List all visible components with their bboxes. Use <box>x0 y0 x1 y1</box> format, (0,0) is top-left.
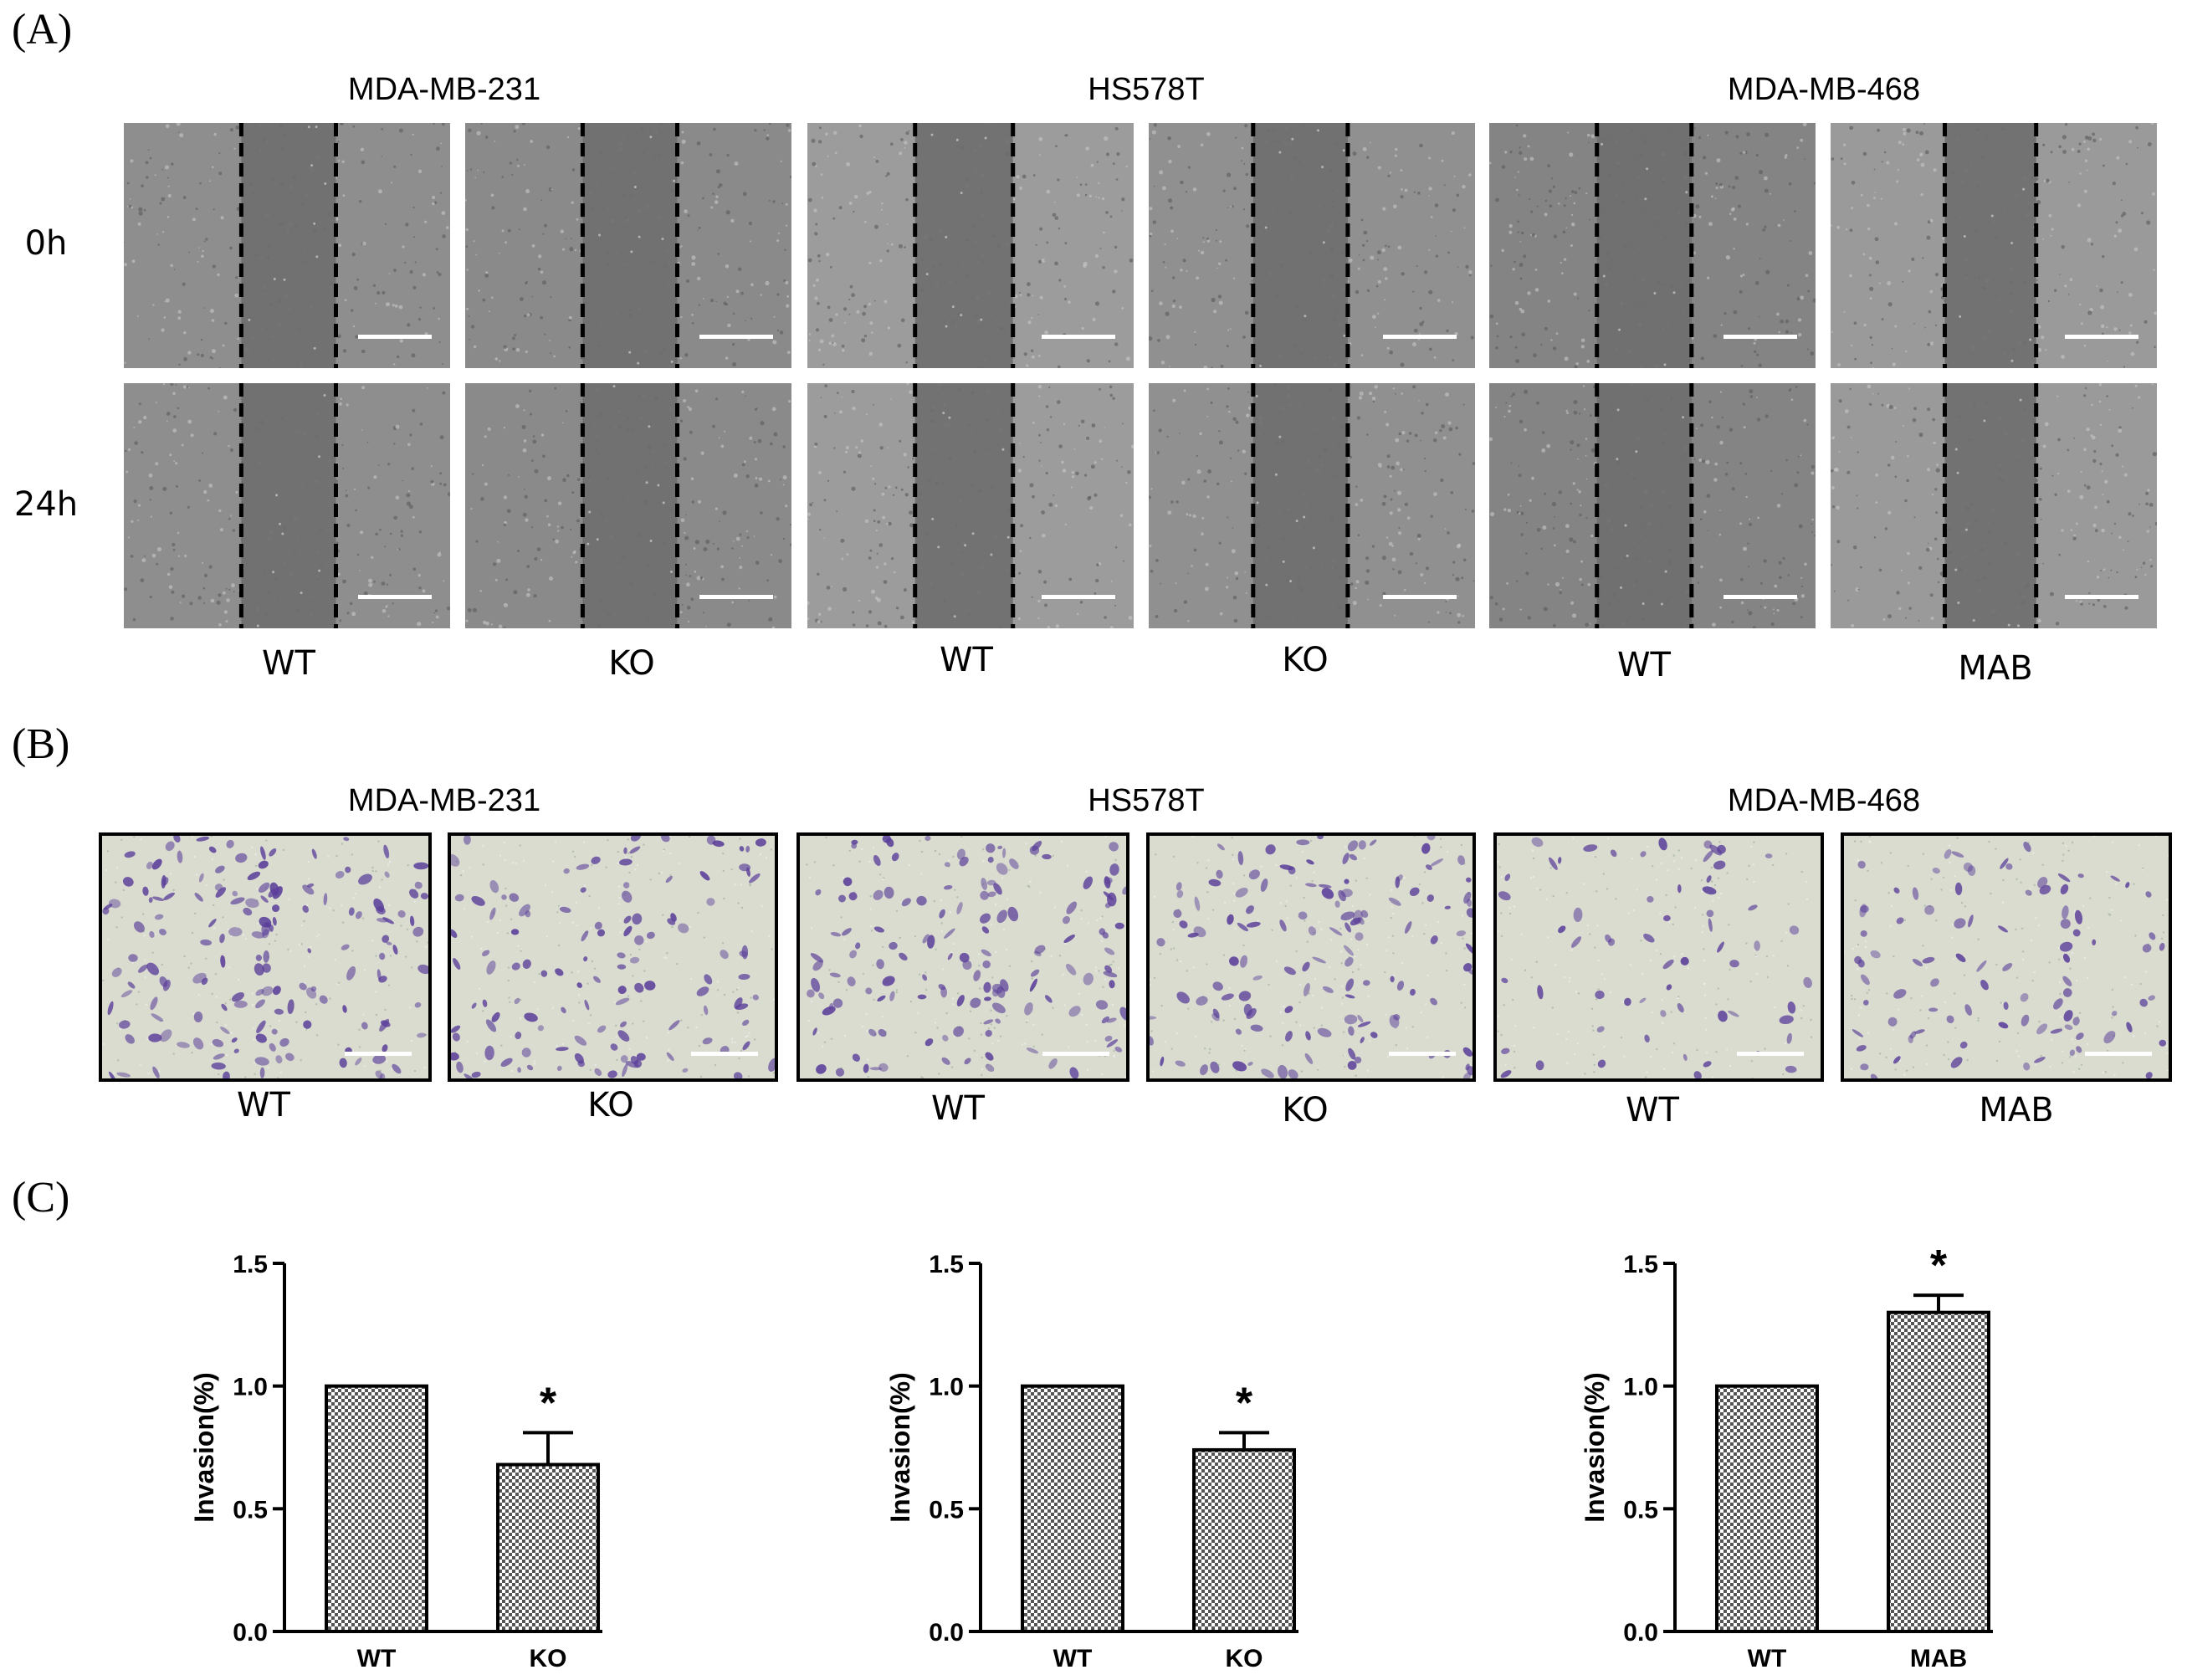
y-axis-label: Invasion(%) <box>885 1372 915 1523</box>
cell-line-mda-mb-231-b: MDA-MB-231 <box>347 783 541 818</box>
micrograph-svg <box>124 383 450 628</box>
micrograph-svg <box>807 383 1134 628</box>
condition-label-b-6: MAB <box>1979 1091 2054 1129</box>
y-tick-label: 1.5 <box>1623 1251 1658 1278</box>
bar-chart: 0.0 0.5 1.0 1.5 Invasion(%) WT * KO <box>885 1251 1298 1672</box>
micrograph-svg <box>465 123 791 368</box>
x-category-label: WT <box>1748 1645 1787 1672</box>
condition-label-a-5: WT <box>1617 646 1671 684</box>
y-tick-label: 0.5 <box>1623 1496 1658 1524</box>
y-tick-label: 1.0 <box>1623 1374 1658 1401</box>
micrograph-svg <box>1489 123 1816 368</box>
cell-line-mda-mb-231-a: MDA-MB-231 <box>347 72 541 107</box>
cell-line-hs578t-a: HS578T <box>1088 72 1205 107</box>
condition-label-a-3: WT <box>940 641 993 679</box>
invasion-micrograph <box>796 832 1129 1082</box>
micrograph-svg <box>124 123 450 368</box>
significance-marker: * <box>1236 1379 1253 1427</box>
bar <box>496 1462 600 1633</box>
bar <box>1192 1447 1296 1634</box>
scratch-micrograph <box>1489 123 1816 368</box>
condition-label-b-4: KO <box>1282 1091 1329 1129</box>
bar-chart: 0.0 0.5 1.0 1.5 Invasion(%) WT * KO <box>189 1251 602 1672</box>
cell-line-mda-mb-468-a: MDA-MB-468 <box>1727 72 1921 107</box>
condition-label-b-3: WT <box>931 1089 985 1128</box>
micrograph-svg <box>1149 123 1475 368</box>
y-axis-label: Invasion(%) <box>189 1372 219 1523</box>
scratch-micrograph <box>124 383 450 628</box>
bar-chart: 0.0 0.5 1.0 1.5 Invasion(%) WT * MAB <box>1580 1242 1993 1672</box>
scratch-micrograph <box>1149 123 1475 368</box>
timepoint-0h: 0h <box>24 224 68 263</box>
x-category-label: KO <box>1226 1645 1263 1672</box>
micrograph-svg <box>1150 836 1473 1078</box>
condition-label-a-2: KO <box>608 644 655 683</box>
panel-c-letter: (C) <box>12 1174 70 1222</box>
y-axis-label: Invasion(%) <box>1580 1372 1610 1523</box>
micrograph-svg <box>807 123 1134 368</box>
y-tick-label: 1.5 <box>233 1251 268 1278</box>
scratch-micrograph <box>1831 383 2157 628</box>
x-category-label: KO <box>530 1645 567 1672</box>
invasion-micrograph <box>1146 832 1476 1082</box>
micrograph-svg <box>1831 383 2157 628</box>
scratch-micrograph <box>1831 123 2157 368</box>
cell-line-mda-mb-468-b: MDA-MB-468 <box>1727 783 1921 818</box>
micrograph-svg <box>465 383 791 628</box>
y-tick-label: 0.0 <box>1623 1619 1658 1647</box>
micrograph-svg <box>1489 383 1816 628</box>
panel-a-letter: (A) <box>12 6 73 54</box>
scratch-micrograph <box>1149 383 1475 628</box>
micrograph-svg <box>1149 383 1475 628</box>
micrograph-svg <box>1831 123 2157 368</box>
micrograph-svg <box>1844 836 2169 1078</box>
invasion-micrograph <box>1841 832 2172 1082</box>
y-tick-label: 1.0 <box>929 1374 964 1401</box>
y-tick-label: 1.5 <box>929 1251 964 1278</box>
bar <box>325 1384 428 1633</box>
scratch-micrograph <box>807 383 1134 628</box>
bar <box>1715 1384 1819 1633</box>
x-category-label: MAB <box>1910 1645 1967 1672</box>
y-tick-label: 0.0 <box>929 1619 964 1647</box>
condition-label-a-1: WT <box>262 644 315 683</box>
y-tick-label: 0.5 <box>929 1496 964 1524</box>
condition-label-a-6: MAB <box>1958 649 2033 688</box>
condition-label-b-2: KO <box>587 1086 634 1124</box>
y-tick-label: 0.5 <box>233 1496 268 1524</box>
condition-label-b-1: WT <box>237 1086 290 1124</box>
cell-line-hs578t-b: HS578T <box>1088 783 1205 818</box>
invasion-micrograph <box>1493 832 1824 1082</box>
x-category-label: WT <box>357 1645 397 1672</box>
condition-label-a-4: KO <box>1282 641 1329 679</box>
bar <box>1021 1384 1124 1633</box>
scratch-micrograph <box>807 123 1134 368</box>
scratch-micrograph <box>1489 383 1816 628</box>
micrograph-svg <box>451 836 775 1078</box>
bar <box>1887 1310 1990 1633</box>
panel-b-letter: (B) <box>12 720 70 768</box>
micrograph-svg <box>102 836 428 1078</box>
micrograph-svg <box>1497 836 1821 1078</box>
scratch-micrograph <box>465 383 791 628</box>
scratch-micrograph <box>465 123 791 368</box>
y-tick-label: 1.0 <box>233 1374 268 1401</box>
significance-marker: * <box>1930 1242 1948 1290</box>
significance-marker: * <box>540 1379 557 1427</box>
invasion-micrograph <box>448 832 778 1082</box>
scratch-micrograph <box>124 123 450 368</box>
invasion-micrograph <box>99 832 432 1082</box>
micrograph-svg <box>800 836 1126 1078</box>
condition-label-b-5: WT <box>1626 1091 1679 1129</box>
y-tick-label: 0.0 <box>233 1619 268 1647</box>
timepoint-24h: 24h <box>13 485 79 524</box>
x-category-label: WT <box>1053 1645 1093 1672</box>
